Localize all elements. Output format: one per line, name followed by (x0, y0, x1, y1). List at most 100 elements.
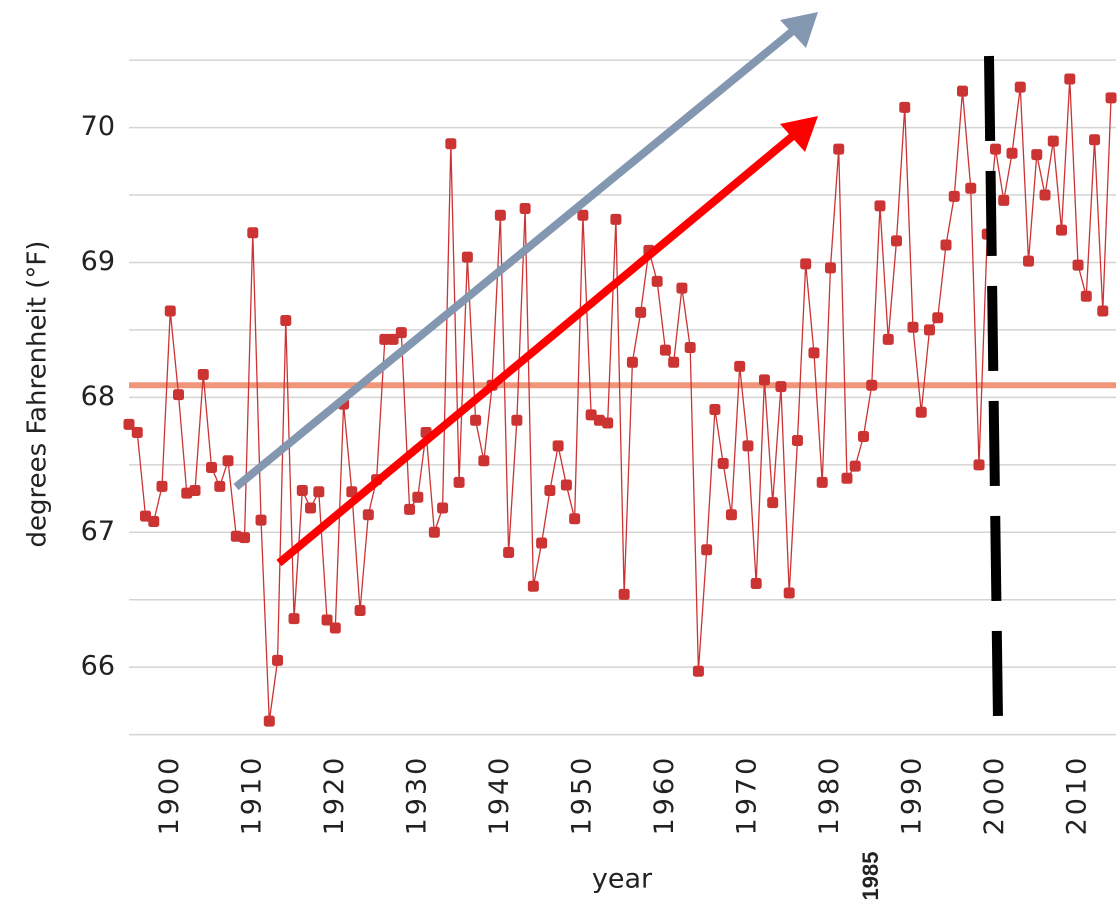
data-point (593, 414, 605, 426)
data-point (1031, 149, 1043, 161)
data-point (965, 182, 977, 194)
data-point (767, 497, 779, 509)
data-point (263, 715, 275, 727)
data-point (214, 480, 226, 492)
data-point (635, 306, 647, 318)
data-point (750, 578, 762, 590)
data-point (800, 258, 812, 270)
data-point (940, 239, 952, 251)
data-point (857, 430, 869, 442)
data-point (923, 324, 935, 336)
data-point (618, 588, 630, 600)
data-point (866, 379, 878, 391)
data-point (123, 418, 135, 430)
data-point (990, 143, 1002, 155)
data-point (824, 262, 836, 274)
data-point (717, 457, 729, 469)
data-point (577, 209, 589, 221)
data-point (957, 85, 969, 97)
y-tick-label: 69 (81, 246, 115, 277)
y-tick-label: 67 (81, 516, 115, 547)
data-point (503, 546, 515, 558)
x-tick-label: 1960 (649, 755, 680, 836)
data-point (230, 530, 242, 542)
data-point (478, 455, 490, 467)
data-point (321, 614, 333, 626)
data-point (1023, 255, 1035, 267)
red-arrowhead (780, 116, 818, 152)
data-point (362, 509, 374, 521)
data-point (247, 227, 259, 239)
data-point (1006, 147, 1018, 159)
data-point (692, 665, 704, 677)
data-point (610, 213, 622, 225)
data-point (569, 513, 581, 525)
data-point (239, 532, 251, 544)
data-point (511, 414, 523, 426)
data-point (387, 333, 399, 345)
data-point (833, 143, 845, 155)
data-point (197, 368, 209, 380)
data-point (585, 409, 597, 421)
data-point (734, 360, 746, 372)
red-arrow (276, 126, 803, 567)
data-point (552, 440, 564, 452)
x-tick-label: 2010 (1062, 755, 1093, 836)
data-point (395, 327, 407, 339)
data-point (255, 514, 267, 526)
data-point (428, 526, 440, 538)
data-point (140, 510, 152, 522)
x-tick-label: 1990 (896, 755, 927, 836)
data-point (1105, 92, 1117, 104)
data-point (412, 491, 424, 503)
data-point (907, 321, 919, 333)
x-tick-label: 1900 (154, 755, 185, 836)
x-tick-label: 1950 (566, 755, 597, 836)
data-point (354, 605, 366, 617)
data-point (437, 502, 449, 514)
data-point (272, 654, 284, 666)
x-tick-label: 1980 (814, 755, 845, 836)
data-point (1047, 135, 1059, 147)
data-point (775, 381, 787, 393)
y-tick-label: 68 (81, 381, 115, 412)
data-line (128, 78, 1112, 722)
data-point (808, 347, 820, 359)
y-tick-label: 70 (81, 111, 115, 142)
data-point (1064, 73, 1076, 85)
data-point (668, 356, 680, 368)
x-tick-label: 1910 (236, 755, 267, 836)
data-point (329, 622, 341, 634)
data-point (1097, 305, 1109, 317)
data-point (602, 417, 614, 429)
y-tick-label: 66 (81, 651, 115, 682)
data-point (288, 613, 300, 625)
gray-arrow (233, 21, 803, 491)
data-point (189, 484, 201, 496)
data-point (725, 509, 737, 521)
y-axis-label: degrees Fahrenheit (°F) (23, 241, 53, 548)
data-point (849, 460, 861, 472)
data-point (1089, 134, 1101, 146)
data-point (494, 209, 506, 221)
x-tick-label: 1930 (401, 755, 432, 836)
data-point (709, 404, 721, 416)
data-point (164, 305, 176, 317)
data-point (560, 479, 572, 491)
data-point (659, 344, 671, 356)
data-point (181, 487, 193, 499)
data-point (948, 190, 960, 202)
data-point (445, 138, 457, 150)
data-point (915, 406, 927, 418)
data-point (148, 515, 160, 527)
data-point (305, 502, 317, 514)
data-point (882, 333, 894, 345)
data-point (816, 476, 828, 488)
data-point (998, 194, 1010, 206)
data-point (973, 459, 985, 471)
data-point (1056, 224, 1068, 236)
data-point (346, 486, 358, 498)
data-point (626, 356, 638, 368)
